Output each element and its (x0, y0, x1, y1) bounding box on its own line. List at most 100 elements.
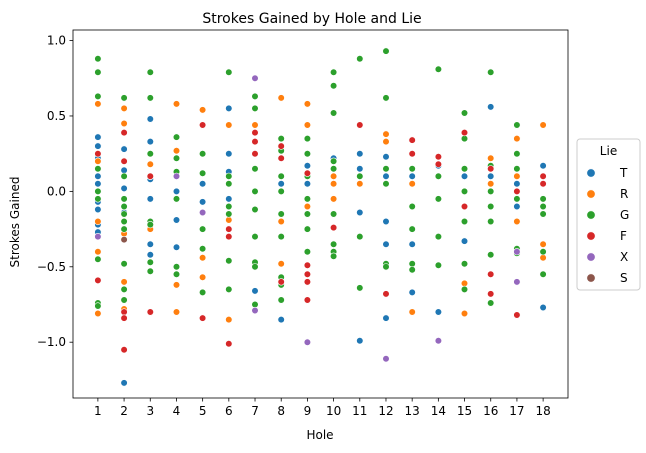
point-G-79 (356, 55, 364, 63)
x-axis-title: Hole (306, 428, 333, 442)
point-G-58 (277, 210, 285, 218)
series-X (94, 74, 521, 363)
point-T-21 (172, 216, 181, 224)
x-tick-label: 6 (225, 404, 233, 418)
x-tick-label: 11 (352, 404, 367, 418)
point-G-5 (94, 195, 102, 203)
point-G-53 (251, 300, 259, 309)
point-R-28 (277, 217, 285, 226)
point-R-1 (94, 157, 102, 165)
point-R-23 (225, 216, 233, 224)
point-R-34 (330, 180, 338, 188)
point-G-52 (251, 263, 259, 271)
point-R-15 (172, 147, 181, 155)
legend-marker (586, 231, 596, 241)
point-T-19 (146, 251, 154, 259)
point-R-30 (303, 100, 312, 108)
point-T-20 (172, 187, 181, 195)
point-X-7 (434, 337, 443, 345)
point-F-7 (146, 172, 154, 180)
point-R-29 (277, 260, 285, 268)
point-X-2 (199, 208, 207, 217)
point-R-44 (460, 309, 469, 318)
point-G-109 (487, 202, 495, 211)
point-T-42 (382, 217, 390, 226)
point-R-38 (382, 138, 390, 146)
point-G-15 (120, 225, 128, 233)
point-R-46 (487, 180, 495, 188)
point-T-37 (356, 165, 364, 173)
point-T-33 (303, 162, 312, 170)
point-T-13 (120, 379, 128, 387)
point-G-80 (356, 172, 364, 180)
point-R-50 (513, 217, 521, 226)
point-G-69 (303, 248, 312, 256)
point-G-3 (94, 165, 102, 173)
point-R-18 (199, 106, 207, 114)
point-G-20 (146, 94, 154, 102)
series-F (94, 121, 547, 354)
point-X-4 (251, 306, 259, 315)
point-G-85 (382, 165, 390, 173)
point-G-9 (120, 94, 128, 102)
legend-marker (586, 168, 596, 178)
point-G-6 (94, 255, 102, 263)
point-T-41 (382, 172, 390, 180)
point-G-0 (94, 55, 102, 63)
x-tick-label: 13 (405, 404, 420, 418)
point-G-31 (172, 263, 181, 271)
legend-item-G: G (586, 208, 629, 222)
y-tick-label: 0.0 (47, 184, 66, 198)
point-T-49 (434, 308, 443, 316)
point-G-95 (434, 172, 443, 180)
axes: 1 2 3 4 5 6 7 8 9 10 11 12 13 14 15 16 17 181.00.50.0−0.5… (37, 29, 569, 418)
point-F-13 (225, 340, 233, 348)
point-T-17 (146, 195, 154, 203)
x-tick-label: 7 (251, 404, 259, 418)
legend-marker (586, 273, 596, 283)
point-G-2 (94, 92, 102, 100)
point-G-94 (434, 65, 443, 73)
legend-label: X (620, 250, 628, 264)
point-R-45 (487, 154, 495, 162)
point-G-74 (330, 165, 338, 173)
point-T-11 (120, 184, 128, 192)
point-G-36 (199, 245, 207, 253)
x-tick-label: 15 (457, 404, 472, 418)
point-G-97 (434, 233, 443, 241)
point-T-44 (382, 314, 390, 322)
point-T-55 (513, 202, 521, 211)
point-T-23 (199, 180, 207, 188)
y-tick-label: −1.0 (37, 335, 66, 349)
point-X-1 (172, 172, 181, 180)
point-F-34 (487, 165, 495, 173)
point-G-106 (487, 68, 495, 76)
point-G-96 (434, 195, 443, 203)
point-G-39 (225, 172, 233, 180)
point-G-1 (94, 68, 102, 76)
point-F-8 (146, 308, 154, 316)
point-G-27 (172, 133, 181, 141)
point-G-11 (120, 195, 128, 203)
point-T-51 (460, 237, 469, 245)
x-tick-label: 17 (509, 404, 524, 418)
point-G-4 (94, 187, 102, 195)
point-T-9 (120, 145, 128, 153)
point-T-3 (94, 172, 102, 180)
point-F-25 (330, 224, 338, 232)
point-R-11 (146, 160, 154, 168)
x-tick-label: 4 (173, 404, 181, 418)
point-G-25 (146, 258, 154, 266)
point-G-62 (277, 296, 285, 304)
point-T-45 (408, 172, 416, 180)
x-tick-label: 14 (431, 404, 446, 418)
point-G-110 (487, 217, 495, 226)
point-G-86 (382, 180, 390, 188)
point-F-36 (487, 290, 495, 298)
point-G-92 (408, 260, 416, 268)
point-G-123 (539, 210, 547, 218)
point-G-63 (303, 135, 312, 143)
point-G-33 (199, 150, 207, 158)
point-G-75 (330, 210, 338, 218)
point-G-122 (539, 202, 547, 211)
